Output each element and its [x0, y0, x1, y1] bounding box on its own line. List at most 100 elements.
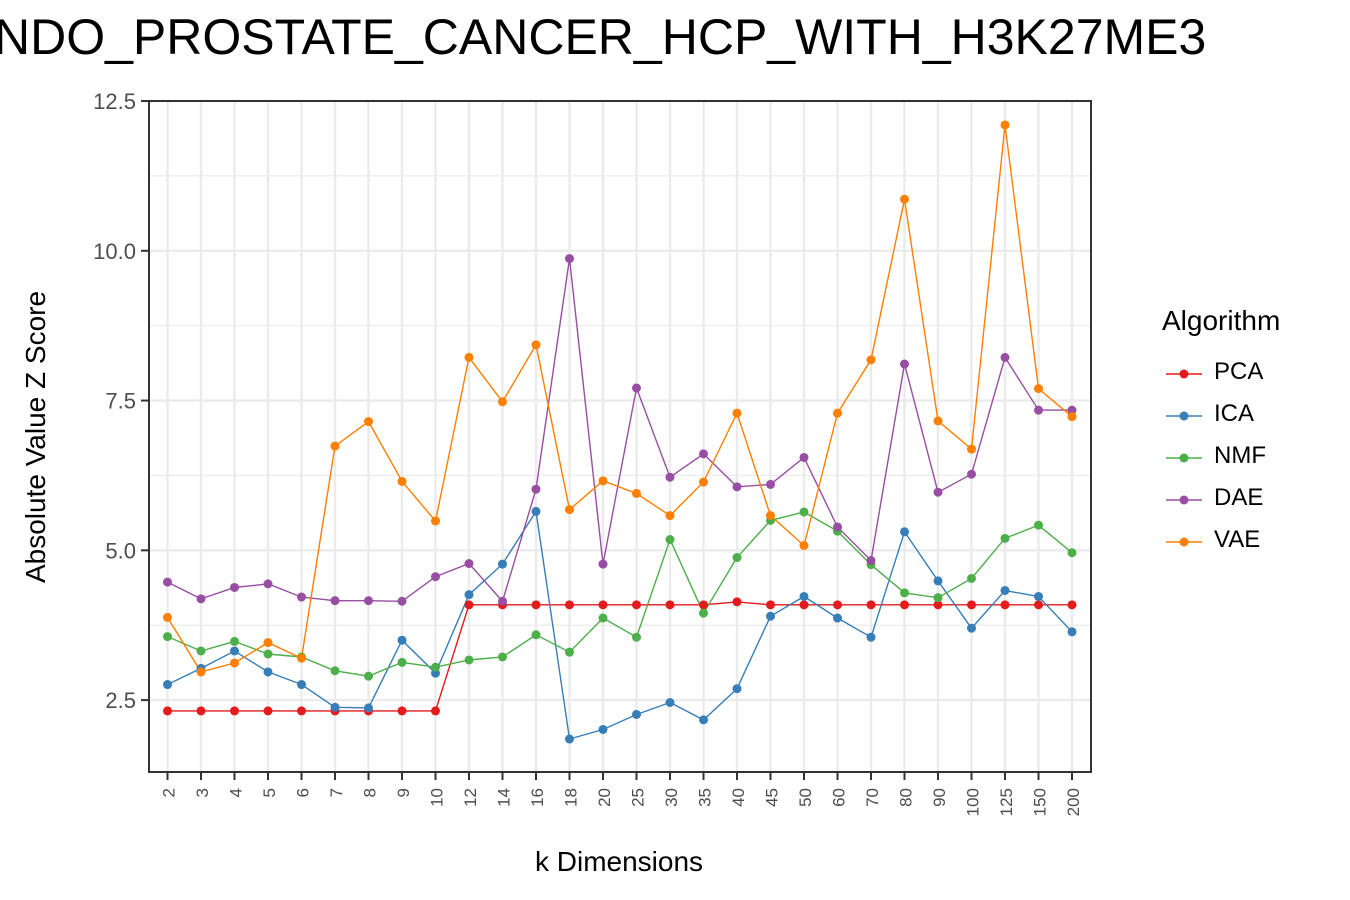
data-point-ica — [1067, 627, 1077, 637]
series-layer — [163, 120, 1077, 744]
legend-title: Algorithm — [1162, 305, 1281, 336]
x-tick-label: 6 — [294, 788, 313, 797]
y-tick-label: 12.5 — [93, 89, 136, 114]
data-point-nmf — [799, 507, 809, 517]
plot-border — [148, 100, 1092, 773]
data-point-ica — [900, 527, 909, 537]
data-point-vae — [397, 476, 407, 486]
data-point-pca — [900, 600, 909, 610]
data-point-pca — [1000, 600, 1010, 610]
data-point-ica — [933, 576, 943, 586]
data-point-dae — [565, 254, 574, 264]
data-point-pca — [196, 706, 206, 716]
data-point-nmf — [665, 535, 675, 545]
data-point-ica — [297, 680, 306, 690]
data-point-dae — [297, 592, 306, 602]
data-point-nmf — [900, 588, 909, 598]
data-point-ica — [464, 590, 474, 600]
data-point-nmf — [565, 647, 574, 657]
data-point-pca — [933, 600, 943, 610]
data-point-pca — [431, 706, 440, 716]
data-point-dae — [967, 469, 976, 479]
data-point-dae — [397, 596, 407, 606]
data-point-dae — [833, 522, 842, 532]
x-tick-label: 3 — [193, 788, 212, 797]
data-point-vae — [632, 488, 641, 498]
legend-key-point — [1179, 495, 1189, 505]
x-tick-label: 200 — [1064, 788, 1083, 816]
data-point-dae — [1034, 405, 1043, 415]
data-point-dae — [900, 359, 909, 369]
x-tick-label: 90 — [930, 788, 949, 807]
series-line-dae — [167, 258, 1072, 603]
data-point-pca — [967, 600, 976, 610]
series-line-pca — [167, 601, 1072, 712]
data-point-ica — [967, 623, 976, 633]
data-point-dae — [464, 559, 474, 569]
legend-key — [1166, 495, 1202, 505]
data-point-nmf — [498, 652, 507, 662]
data-point-dae — [766, 479, 775, 489]
data-point-vae — [833, 408, 842, 418]
data-point-ica — [565, 734, 574, 744]
data-point-pca — [632, 600, 641, 610]
x-tick-label: 2 — [160, 788, 179, 797]
x-tick-label: 40 — [729, 788, 748, 807]
legend-item-nmf: NMF — [1162, 438, 1342, 478]
x-tick-label: 50 — [796, 788, 815, 807]
data-point-dae — [498, 596, 507, 606]
data-point-ica — [531, 506, 541, 516]
data-point-pca — [799, 600, 809, 610]
legend-label: PCA — [1214, 358, 1264, 385]
legend-item-vae: VAE — [1162, 522, 1342, 562]
legend-label: ICA — [1214, 400, 1255, 427]
data-point-vae — [799, 541, 809, 551]
data-point-nmf — [732, 553, 742, 563]
legend-key — [1166, 411, 1202, 421]
data-point-vae — [933, 416, 943, 426]
data-point-pca — [598, 600, 608, 610]
data-point-nmf — [699, 608, 708, 618]
data-point-dae — [933, 487, 943, 497]
data-point-pca — [766, 600, 775, 610]
data-point-ica — [732, 684, 742, 694]
x-tick-label: 125 — [997, 788, 1016, 816]
data-point-dae — [699, 449, 708, 459]
data-point-nmf — [397, 657, 407, 667]
x-tick-label: 5 — [260, 788, 279, 797]
legend-key — [1166, 453, 1202, 463]
data-point-pca — [531, 600, 541, 610]
x-tick-label: 16 — [528, 788, 547, 807]
x-tick-label: 80 — [897, 788, 916, 807]
y-tick-label: 2.5 — [105, 688, 136, 713]
data-point-pca — [263, 706, 273, 716]
legend-key-point — [1179, 411, 1189, 421]
data-point-pca — [833, 600, 842, 610]
legend-key — [1166, 537, 1202, 547]
data-point-dae — [196, 594, 206, 604]
data-point-ica — [665, 698, 675, 708]
x-tick-label: 25 — [629, 788, 648, 807]
data-point-dae — [531, 484, 541, 494]
series-line-nmf — [167, 511, 1073, 677]
data-point-nmf — [196, 646, 206, 656]
legend-label: NMF — [1214, 442, 1266, 469]
x-tick-label: 20 — [595, 788, 614, 807]
x-tick-label: 18 — [562, 788, 581, 807]
x-tick-label: 7 — [327, 788, 346, 797]
data-point-pca — [397, 706, 407, 716]
data-point-ica — [498, 559, 507, 569]
data-point-vae — [1000, 120, 1010, 130]
data-point-pca — [1067, 600, 1077, 610]
x-tick-label: 30 — [662, 788, 681, 807]
x-tick-label: 10 — [428, 788, 447, 807]
data-point-nmf — [1000, 533, 1010, 543]
x-tick-label: 12 — [461, 788, 480, 807]
data-point-ica — [866, 632, 876, 642]
data-point-pca — [565, 600, 574, 610]
data-point-dae — [1000, 352, 1010, 362]
y-axis: 2.5 5.0 7.5 10.0 12.5 — [93, 89, 149, 713]
data-point-nmf — [464, 655, 474, 665]
data-point-nmf — [1034, 520, 1043, 530]
